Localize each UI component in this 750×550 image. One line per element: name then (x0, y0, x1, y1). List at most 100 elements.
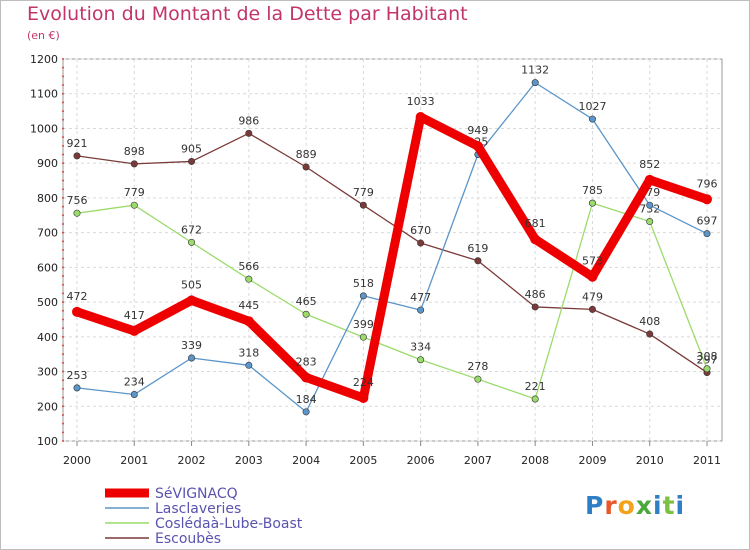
data-label: 785 (582, 184, 603, 197)
y-minor-tick (62, 92, 64, 95)
data-label: 566 (238, 260, 259, 273)
data-point (188, 238, 196, 246)
data-point (703, 365, 711, 373)
data-label: 672 (181, 223, 202, 236)
y-tick-label-1100: 1100 (30, 88, 58, 101)
data-point (646, 330, 654, 338)
data-label: 921 (67, 137, 88, 150)
y-minor-tick (62, 266, 64, 269)
data-label: 278 (467, 360, 488, 373)
series-line-0 (72, 112, 712, 403)
x-tick-label-2008: 2008 (521, 454, 549, 467)
data-label: 1027 (578, 100, 606, 113)
data-point (129, 325, 140, 336)
y-minor-tick (62, 58, 64, 60)
chart-unit: (en €) (27, 29, 60, 42)
x-tick-label-2005: 2005 (349, 454, 377, 467)
y-tick-label-1000: 1000 (30, 122, 58, 135)
data-point (531, 79, 539, 87)
data-label: 486 (525, 288, 546, 301)
y-minor-tick (62, 75, 64, 78)
data-point (417, 356, 425, 364)
series-line-2 (76, 202, 708, 400)
y-tick-label-700: 700 (37, 227, 58, 240)
y-tick-label-400: 400 (37, 331, 58, 344)
data-point (301, 372, 312, 383)
data-point (302, 408, 310, 416)
data-label: 399 (353, 318, 374, 331)
data-label: 221 (525, 380, 546, 393)
data-point (245, 361, 253, 369)
logo-letter: i (675, 491, 686, 520)
data-point (359, 292, 367, 300)
data-point (472, 141, 483, 152)
data-point (130, 201, 138, 209)
data-point (588, 115, 596, 123)
data-label: 670 (410, 224, 431, 237)
data-point (417, 239, 425, 247)
data-point (646, 201, 654, 209)
y-minor-tick (62, 387, 64, 390)
logo-letter: i (653, 491, 663, 520)
series-2: 756 779 672 566 465 399 334 278 221 785 732 308 (67, 184, 718, 403)
y-tick-label-600: 600 (37, 261, 58, 274)
y-minor-tick (62, 231, 64, 234)
data-label: 852 (639, 158, 660, 171)
x-tick-label-2009: 2009 (578, 454, 606, 467)
data-point (531, 395, 539, 403)
y-minor-tick (62, 66, 64, 69)
y-minor-tick (62, 144, 64, 147)
data-label: 445 (238, 299, 259, 312)
y-minor-tick (62, 205, 64, 208)
data-point (474, 257, 482, 265)
y-minor-tick (62, 318, 64, 321)
y-minor-tick (62, 440, 64, 442)
y-tick-label-500: 500 (37, 296, 58, 309)
data-point (530, 234, 541, 245)
x-tick-label-2006: 2006 (407, 454, 435, 467)
data-point (73, 384, 81, 392)
y-tick-label-800: 800 (37, 192, 58, 205)
data-point (245, 129, 253, 137)
y-minor-tick (62, 396, 64, 399)
y-minor-tick (62, 327, 64, 330)
y-minor-tick (62, 422, 64, 425)
data-point (73, 209, 81, 217)
data-label: 417 (124, 309, 145, 322)
y-minor-tick (62, 110, 64, 113)
y-minor-tick (62, 344, 64, 347)
y-minor-tick (62, 153, 64, 156)
series-0: 472 417 505 445 283 224 1033 949 681 573 852 796 (67, 95, 718, 403)
data-point (646, 218, 654, 226)
legend-label-2: Coslédaà-Lube-Boast (155, 516, 303, 532)
data-label: 479 (582, 290, 603, 303)
series-line-3 (76, 132, 708, 374)
data-label: 796 (697, 177, 718, 190)
data-label: 283 (296, 355, 317, 368)
data-label: 697 (697, 215, 718, 228)
data-point (588, 199, 596, 207)
x-tick-label-2007: 2007 (464, 454, 492, 467)
data-label: 1033 (407, 95, 435, 108)
y-minor-tick (62, 127, 64, 130)
legend-label-0: SéVIGNACQ (155, 486, 238, 502)
data-label: 465 (296, 295, 317, 308)
y-tick-label-100: 100 (37, 435, 58, 448)
data-label: 472 (67, 290, 88, 303)
y-tick-label-900: 900 (37, 157, 58, 170)
y-tick-label-300: 300 (37, 366, 58, 379)
data-point (188, 354, 196, 362)
y-minor-tick (62, 214, 64, 217)
logo-letter: o (617, 491, 636, 520)
x-tick-label-2003: 2003 (235, 454, 263, 467)
y-minor-tick (62, 370, 64, 373)
data-label: 253 (67, 369, 88, 382)
chart-title: Evolution du Montant de la Dette par Hab… (27, 3, 468, 25)
y-minor-tick (62, 249, 64, 251)
data-label: 318 (238, 346, 259, 359)
data-point (130, 390, 138, 398)
y-minor-tick (62, 335, 64, 338)
data-label: 334 (410, 341, 431, 354)
data-point (302, 163, 310, 171)
